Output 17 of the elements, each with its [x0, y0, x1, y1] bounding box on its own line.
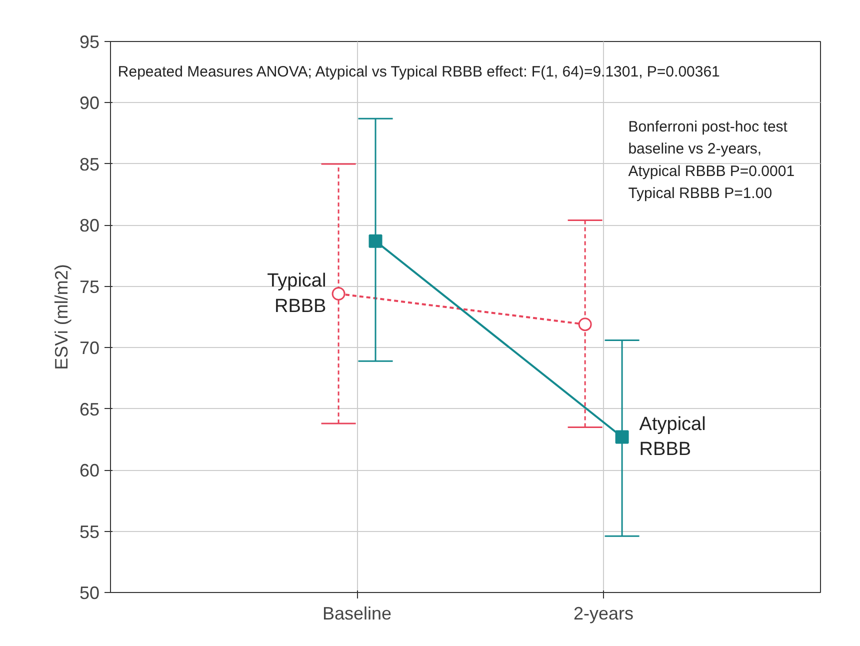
x-tick-label: Baseline: [322, 604, 392, 624]
y-tick-label: 70: [79, 338, 100, 358]
x-tick-label: 2-years: [574, 604, 634, 624]
y-tick-label: 50: [79, 583, 100, 603]
annotation: Bonferroni post-hoc test baseline vs 2-years, Atypical RBBB P=0.0001 Typical RBBB P=1.00: [628, 118, 795, 202]
y-tick-label: 65: [79, 399, 100, 420]
y-tick-label: 85: [79, 154, 100, 174]
y-tick-label: 90: [79, 93, 100, 114]
y-axis-title: ESVi (ml/m2): [51, 264, 72, 370]
y-tick-label: 55: [79, 522, 100, 542]
y-tick-label: 80: [79, 216, 100, 236]
series-label: Typical RBBB: [267, 270, 326, 317]
annotation: Repeated Measures ANOVA; Atypical vs Typical RBBB effect: F(1, 64)=9.1301, P=0.00361: [118, 63, 720, 80]
y-tick-label: 75: [79, 276, 100, 297]
y-tick-label: 60: [79, 460, 100, 481]
y-tick-label: 95: [79, 32, 100, 52]
series-label: Atypical RBBB: [639, 414, 706, 460]
